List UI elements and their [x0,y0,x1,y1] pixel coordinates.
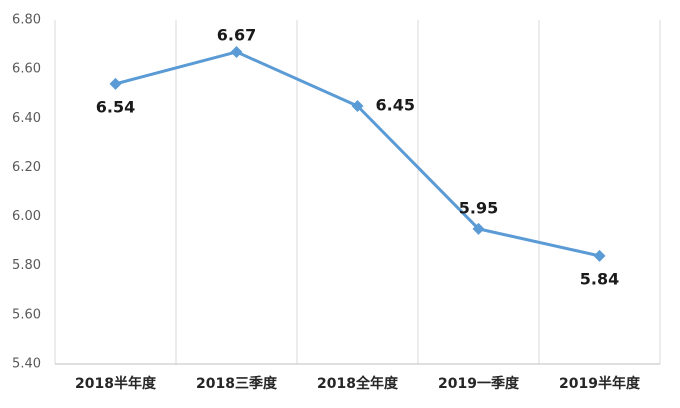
x-tick-label: 2018三季度 [196,375,278,392]
x-tick-label: 2019半年度 [559,375,641,392]
data-label: 5.95 [459,198,498,217]
y-tick-label: 6.20 [12,160,41,175]
marker [472,222,485,235]
x-tick-label: 2019一季度 [438,375,520,392]
y-tick-label: 6.00 [12,209,41,224]
y-tick-label: 5.60 [12,307,41,322]
x-tick-label: 2018半年度 [75,375,157,392]
y-tick-label: 6.40 [12,111,41,126]
y-tick-label: 6.80 [12,13,41,28]
y-tick-label: 5.80 [12,258,41,273]
y-tick-label: 6.60 [12,62,41,77]
data-label: 5.84 [580,269,619,288]
marker [351,100,364,112]
marker [230,45,243,58]
marker [109,77,122,90]
marker [593,249,606,262]
data-label: 6.45 [376,96,415,115]
x-tick-label: 2018全年度 [317,375,399,392]
series-line [115,50,600,258]
data-label: 6.67 [217,25,256,44]
y-tick-label: 5.40 [12,357,41,372]
data-label: 6.54 [96,97,135,116]
